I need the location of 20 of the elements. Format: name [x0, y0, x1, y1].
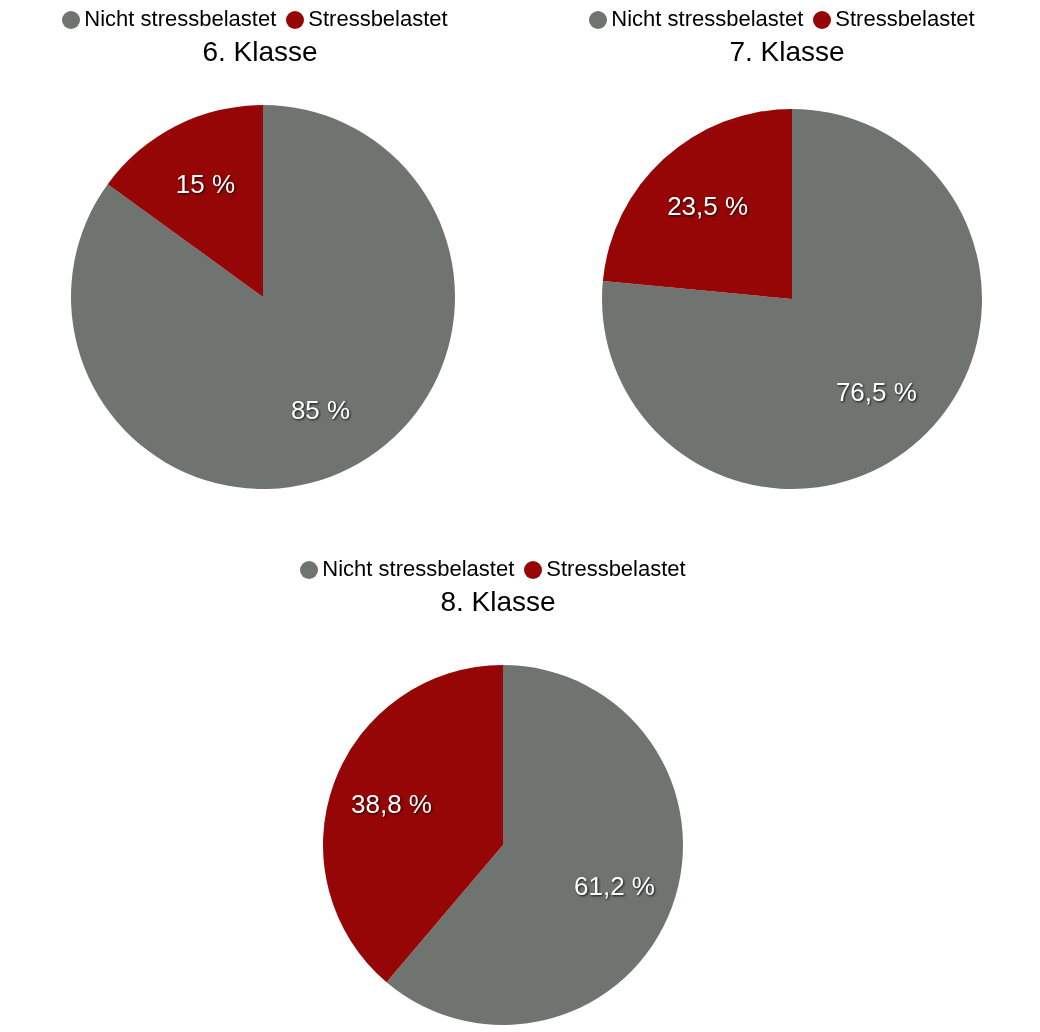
data-label: 61,2 %	[574, 870, 655, 901]
legend-label: Stressbelastet	[546, 556, 686, 581]
pie-slice	[71, 105, 455, 489]
pie-slice	[107, 105, 263, 297]
text: 8. Klasse	[439, 586, 557, 618]
pie-slice	[602, 109, 982, 489]
legend-label: Nicht stressbelastet	[84, 6, 277, 31]
text: 7. Klasse	[728, 36, 846, 68]
text: 6. Klasse	[201, 36, 319, 68]
data-label: 38,8 %	[351, 789, 432, 820]
legend-label: Stressbelastet	[308, 6, 448, 31]
data-label: 85 %	[290, 394, 351, 425]
data-label: 15 %	[175, 169, 236, 200]
legend-label: Stressbelastet	[835, 6, 975, 31]
pie-slice	[602, 109, 792, 299]
data-label: 76,5 %	[835, 376, 917, 407]
legend-label: Nicht stressbelastet	[611, 6, 804, 31]
pie-slice	[323, 665, 503, 983]
data-label: 23,5 %	[667, 191, 749, 222]
legend-label: Nicht stressbelastet	[322, 556, 515, 581]
